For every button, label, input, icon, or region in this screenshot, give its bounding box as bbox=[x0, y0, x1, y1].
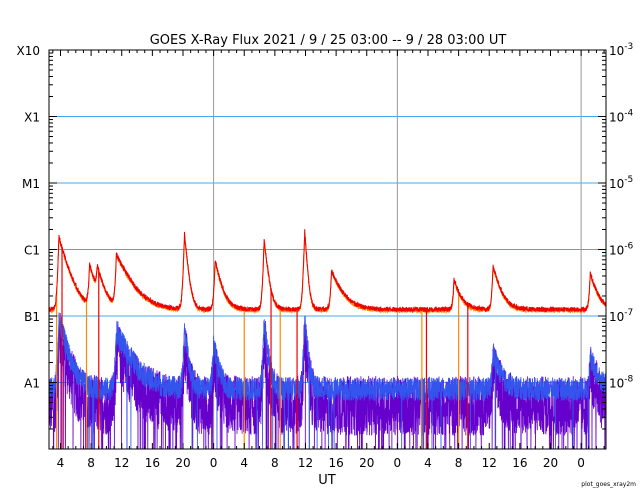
y-right-tick-exponent: -5 bbox=[624, 175, 633, 185]
x-tick-label: 0 bbox=[394, 456, 402, 470]
y-right-tick-base: 10 bbox=[609, 244, 624, 258]
x-tick-label: 16 bbox=[328, 456, 343, 470]
y-right-tick-exponent: -8 bbox=[624, 375, 633, 385]
x-tick-label: 4 bbox=[424, 456, 432, 470]
y-right-tick-label: 10-4 bbox=[609, 109, 634, 125]
y-left-tick-label: C1 bbox=[24, 244, 40, 258]
y-right-tick-base: 10 bbox=[609, 377, 624, 391]
x-tick-label: 12 bbox=[114, 456, 129, 470]
x-tick-label: 0 bbox=[577, 456, 585, 470]
y-right-tick-base: 10 bbox=[609, 310, 624, 324]
series-short-secondary bbox=[49, 312, 606, 449]
y-right-tick-exponent: -4 bbox=[624, 109, 633, 119]
y-left-tick-label: M1 bbox=[22, 177, 40, 191]
x-tick-label: 12 bbox=[482, 456, 497, 470]
x-tick-label: 4 bbox=[240, 456, 248, 470]
y-right-tick-base: 10 bbox=[609, 44, 624, 58]
x-tick-label: 0 bbox=[210, 456, 218, 470]
x-tick-label: 20 bbox=[175, 456, 190, 470]
y-axis-right-labels: 10-310-410-510-610-710-8 bbox=[609, 42, 634, 391]
plot-credit: plot_goes_xray2m bbox=[581, 481, 636, 488]
y-right-tick-label: 10-7 bbox=[609, 308, 633, 324]
x-tick-label: 20 bbox=[359, 456, 374, 470]
series-long-primary bbox=[49, 229, 606, 314]
y-right-tick-label: 10-3 bbox=[609, 42, 633, 58]
axis-ticks bbox=[49, 49, 606, 449]
data-series bbox=[49, 229, 606, 449]
y-right-tick-base: 10 bbox=[609, 177, 624, 191]
series-long-secondary bbox=[49, 232, 606, 315]
y-right-tick-exponent: -6 bbox=[624, 242, 633, 252]
x-tick-label: 12 bbox=[298, 456, 313, 470]
x-tick-label: 16 bbox=[145, 456, 160, 470]
y-right-tick-exponent: -3 bbox=[624, 42, 633, 52]
x-axis-label: UT bbox=[318, 473, 336, 488]
y-left-tick-label: X10 bbox=[17, 44, 41, 58]
y-left-tick-label: B1 bbox=[24, 310, 40, 324]
series-short-primary bbox=[49, 312, 606, 449]
y-right-tick-label: 10-6 bbox=[609, 242, 634, 258]
x-tick-label: 8 bbox=[271, 456, 279, 470]
x-tick-label: 8 bbox=[455, 456, 463, 470]
y-right-tick-label: 10-5 bbox=[609, 175, 633, 191]
x-tick-label: 20 bbox=[543, 456, 558, 470]
x-tick-label: 8 bbox=[87, 456, 95, 470]
chart-title: GOES X-Ray Flux 2021 / 9 / 25 03:00 -- 9… bbox=[150, 33, 507, 48]
x-axis-tick-labels: 4 8 12 16 20 0 4 8 12 16 20 0 4 8 12 16 20 0 bbox=[57, 456, 585, 470]
y-left-tick-label: X1 bbox=[24, 111, 40, 125]
y-axis-left-labels: X10 X1 M1 C1 B1 A1 bbox=[17, 44, 41, 391]
y-left-tick-label: A1 bbox=[24, 377, 40, 391]
y-right-tick-label: 10-8 bbox=[609, 375, 634, 391]
y-right-tick-base: 10 bbox=[609, 111, 624, 125]
x-tick-label: 16 bbox=[512, 456, 527, 470]
x-tick-label: 4 bbox=[57, 456, 65, 470]
y-right-tick-exponent: -7 bbox=[624, 308, 633, 318]
